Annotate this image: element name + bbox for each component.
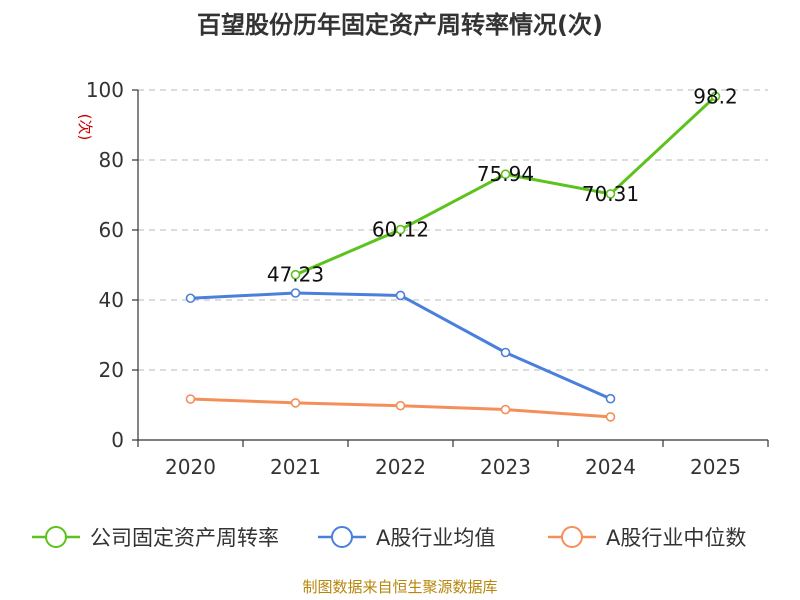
x-tick-label-2020: 2020 <box>165 455 216 479</box>
y-axis-label: (次) <box>76 114 94 141</box>
data-label-s0-2022: 60.12 <box>372 218 429 242</box>
point-s1-2023 <box>500 347 511 358</box>
data-label-s0-2023: 75.94 <box>477 162 534 186</box>
data-label-s0-2024: 70.31 <box>582 182 639 206</box>
legend-item-1[interactable]: A股行业均值 <box>318 526 495 550</box>
x-tick-label-2022: 2022 <box>375 455 426 479</box>
legend-item-2[interactable]: A股行业中位数 <box>548 526 746 550</box>
legend-label-0: 公司固定资产周转率 <box>90 526 279 550</box>
legend[interactable]: 公司固定资产周转率 A股行业均值 A股行业中位数 <box>32 526 746 550</box>
data-label-s0-2021: 47.23 <box>267 263 324 287</box>
y-tick-label-20: 20 <box>99 358 124 382</box>
legend-label-2: A股行业中位数 <box>606 526 746 550</box>
point-s2-2021 <box>290 398 301 408</box>
point-s1-2024 <box>605 393 616 404</box>
y-tick-label-40: 40 <box>99 288 124 312</box>
point-s1-2020 <box>185 293 196 304</box>
point-s2-2022 <box>395 400 406 411</box>
grid <box>138 89 768 371</box>
data-label-s0-2025: 98.2 <box>693 84 738 108</box>
point-s0-2024 <box>605 189 616 199</box>
legend-item-0[interactable]: 公司固定资产周转率 <box>32 526 279 550</box>
y-tick-label-60: 60 <box>99 218 124 242</box>
point-s2-2020 <box>185 394 196 404</box>
legend-marker-0 <box>45 526 67 548</box>
point-s1-2022 <box>395 290 406 301</box>
point-s0-2022 <box>395 224 406 235</box>
chart-title: 百望股份历年固定资产周转率情况(次) <box>197 11 603 39</box>
legend-marker-2 <box>561 526 583 548</box>
x-tick-label-2025: 2025 <box>690 455 741 479</box>
series-layer <box>185 91 721 422</box>
y-tick-label-0: 0 <box>111 428 124 452</box>
legend-marker-1 <box>331 526 353 548</box>
point-s1-2021 <box>290 288 301 298</box>
point-s0-2025 <box>710 91 721 102</box>
x-tick-label-2023: 2023 <box>480 455 531 479</box>
source-note: 制图数据来自恒生聚源数据库 <box>302 578 497 596</box>
series-line-1 <box>190 291 612 401</box>
x-tick-label-2021: 2021 <box>270 455 321 479</box>
y-tick-label-100: 100 <box>86 78 124 102</box>
x-tick-label-2024: 2024 <box>585 455 636 479</box>
point-s2-2024 <box>605 412 616 422</box>
point-s0-2021 <box>290 269 301 280</box>
legend-label-1: A股行业均值 <box>376 526 495 550</box>
point-s0-2023 <box>500 169 511 180</box>
point-s2-2023 <box>500 404 511 415</box>
y-tick-label-80: 80 <box>99 148 124 172</box>
data-labels: 47.23 60.12 75.94 70.31 98.2 <box>267 84 738 286</box>
axes: 0 20 40 60 80 100 2020 2021 2022 2023 2024 2025 <box>86 78 769 479</box>
